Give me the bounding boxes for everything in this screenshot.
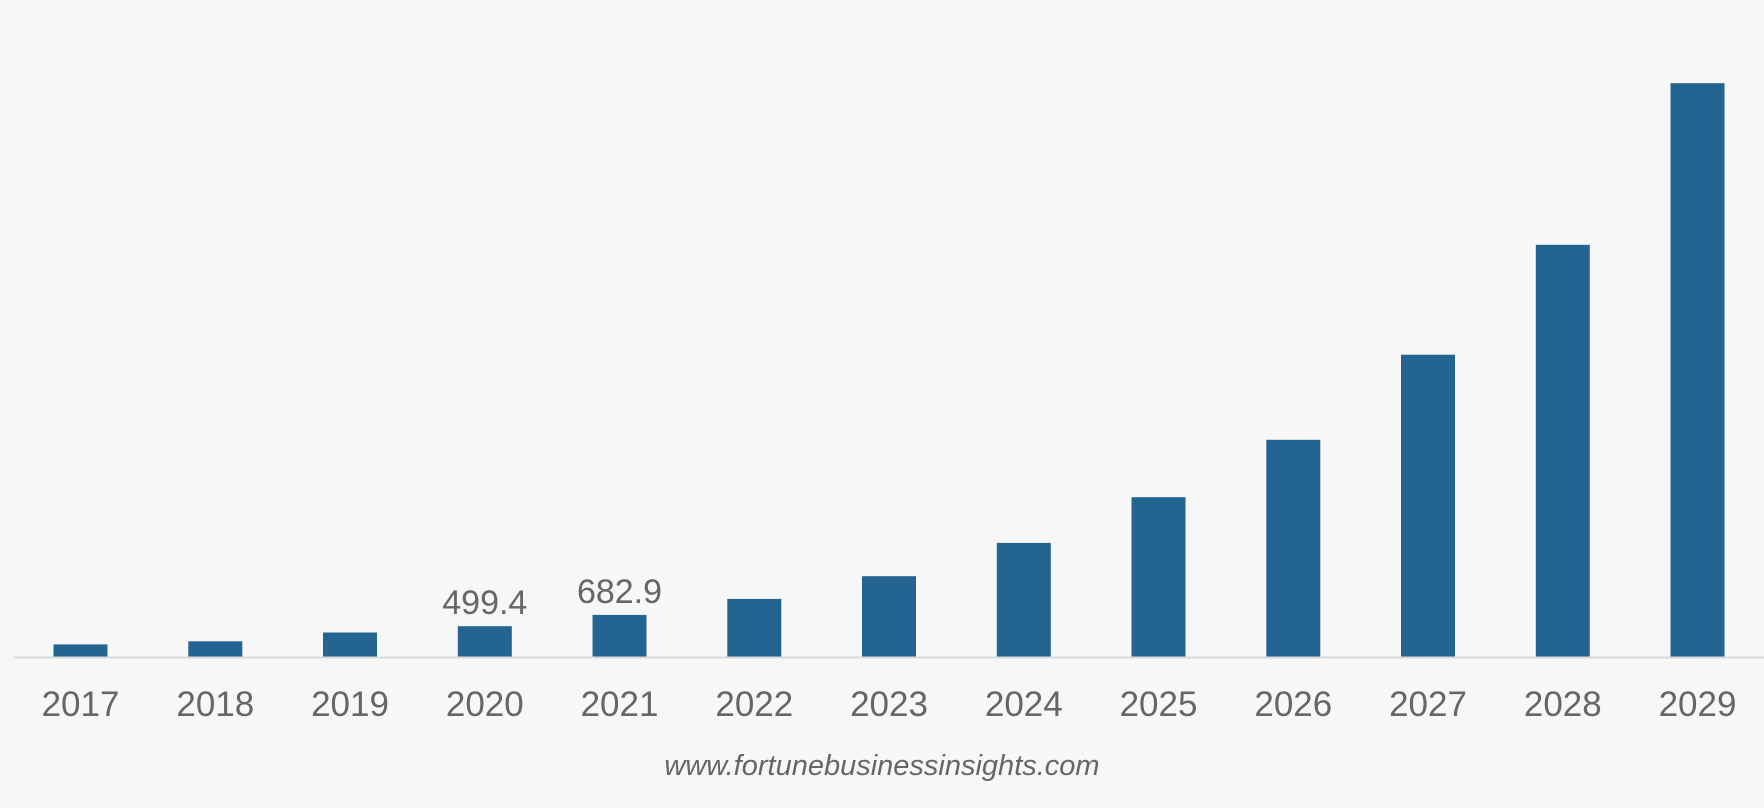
bars-group bbox=[53, 83, 1725, 658]
data-label-2021: 682.9 bbox=[577, 573, 662, 611]
x-tick-label-2026: 2026 bbox=[1254, 685, 1332, 724]
x-tick-label-2022: 2022 bbox=[715, 685, 793, 724]
bar-2020 bbox=[457, 626, 512, 657]
x-tick-label-2020: 2020 bbox=[446, 685, 524, 724]
x-tick-label-2028: 2028 bbox=[1524, 685, 1602, 724]
x-tick-label-2018: 2018 bbox=[176, 685, 254, 724]
source-watermark: www.fortunebusinessinsights.com bbox=[664, 750, 1100, 782]
x-tick-label-2025: 2025 bbox=[1120, 685, 1198, 724]
x-tick-label-2029: 2029 bbox=[1659, 685, 1737, 724]
bar-2029 bbox=[1670, 83, 1725, 657]
bar-2023 bbox=[862, 576, 916, 657]
data-labels-group: 499.4 682.9 bbox=[442, 573, 662, 622]
x-tick-label-2023: 2023 bbox=[850, 685, 928, 724]
bar-2025 bbox=[1131, 497, 1186, 657]
bar-2026 bbox=[1266, 439, 1321, 657]
bar-2022 bbox=[727, 598, 782, 657]
bar-2027 bbox=[1401, 354, 1455, 657]
x-tick-label-2027: 2027 bbox=[1389, 685, 1467, 724]
x-tick-label-2019: 2019 bbox=[311, 685, 389, 724]
bar-2024 bbox=[996, 542, 1051, 657]
x-tick-labels-group: 2017 2018 2019 2020 2021 2022 2023 2024 2025 2026… bbox=[42, 685, 1737, 724]
bar-2019 bbox=[323, 632, 377, 657]
bar-2028 bbox=[1535, 244, 1590, 658]
x-tick-label-2024: 2024 bbox=[985, 685, 1063, 724]
x-tick-label-2021: 2021 bbox=[581, 685, 659, 724]
x-tick-label-2017: 2017 bbox=[42, 685, 120, 724]
bar-2018 bbox=[188, 641, 243, 657]
bar-2017 bbox=[53, 644, 108, 657]
bar-2021 bbox=[592, 614, 647, 657]
data-label-2020: 499.4 bbox=[442, 584, 527, 622]
